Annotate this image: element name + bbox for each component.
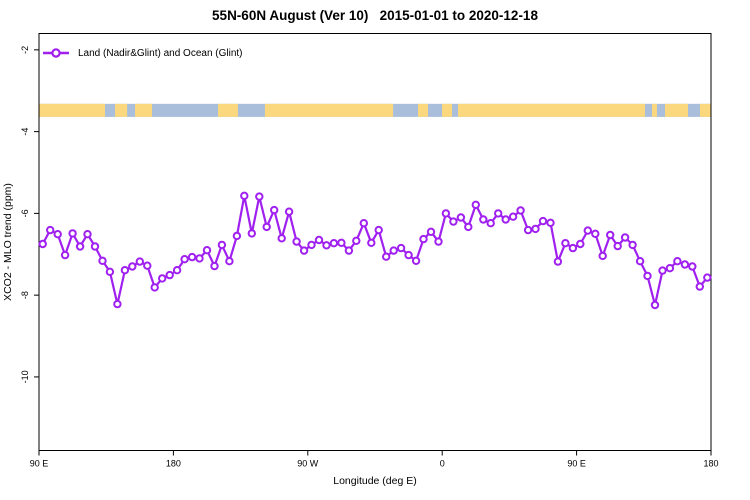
map-land-segment <box>135 103 153 117</box>
map-land-segment <box>652 103 657 117</box>
axes: 90 E 180 90 W 0 90 E 180 -2 -4 -6 -8 -10 <box>20 33 719 469</box>
map-land-segment <box>699 103 711 117</box>
y-axis-title: XCO2 - MLO trend (ppm) <box>2 183 14 301</box>
y-tick-label: -2 <box>20 46 30 54</box>
legend-marker-icon <box>43 48 69 58</box>
x-tick-label: 0 <box>440 459 445 469</box>
x-tick-label: 180 <box>166 459 181 469</box>
chart-title: 55N-60N August (Ver 10) 2015-01-01 to 20… <box>212 8 538 23</box>
x-axis-ticks: 90 E 180 90 W 0 90 E 180 <box>30 450 719 469</box>
x-tick-label: 90 E <box>30 459 49 469</box>
world-map-strip <box>39 103 711 117</box>
map-land-segment <box>442 103 453 117</box>
map-land-segment <box>218 103 238 117</box>
x-tick-label: 90 W <box>297 459 319 469</box>
y-tick-label: -4 <box>20 128 30 136</box>
map-land-segment <box>39 103 106 117</box>
x-axis-title: Longitude (deg E) <box>333 475 416 487</box>
x-tick-label: 180 <box>703 459 718 469</box>
plot-box <box>38 33 712 451</box>
map-land-segment <box>665 103 689 117</box>
x-tick-label: 90 E <box>567 459 586 469</box>
y-tick-label: -6 <box>20 209 30 217</box>
map-land-segment <box>264 103 394 117</box>
data-series-line <box>41 194 709 307</box>
map-land-segment <box>115 103 128 117</box>
map-land-segment <box>458 103 645 117</box>
map-land-segment <box>418 103 429 117</box>
legend: Land (Nadir&Glint) and Ocean (Glint) <box>42 47 243 59</box>
y-tick-label: -8 <box>20 291 30 299</box>
y-tick-label: -10 <box>20 370 30 383</box>
legend-label: Land (Nadir&Glint) and Ocean (Glint) <box>78 47 243 59</box>
y-axis-ticks: -2 -4 -6 -8 -10 <box>20 46 39 383</box>
data-series-markers <box>38 191 712 310</box>
